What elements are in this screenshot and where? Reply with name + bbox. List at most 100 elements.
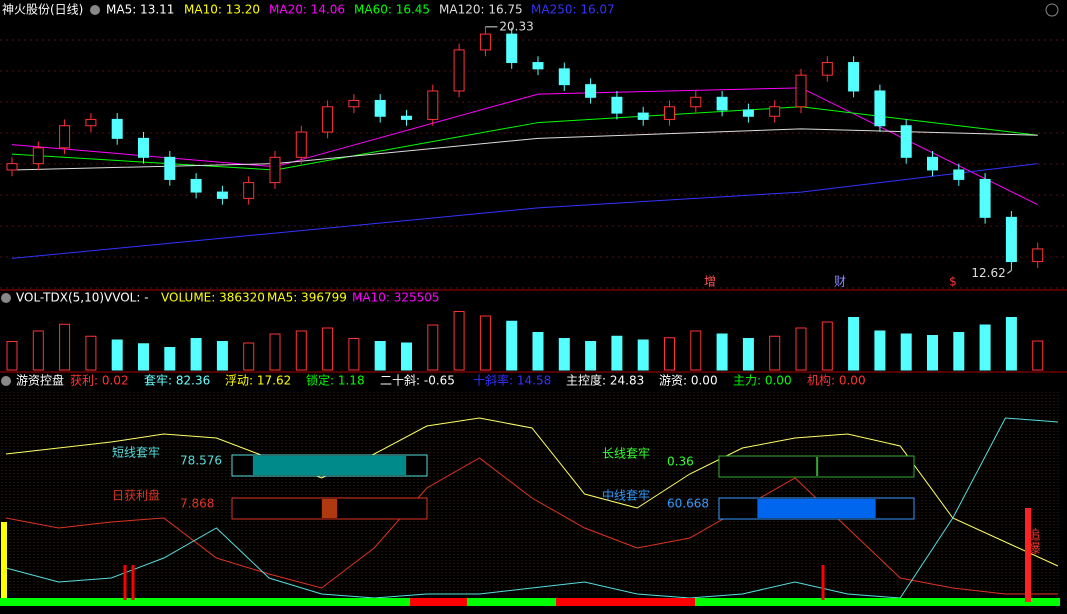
candle-body [953, 169, 965, 180]
volume-bar [953, 332, 965, 371]
volume-bar [690, 330, 702, 371]
header-value: VOLUME: 386320 [161, 291, 265, 305]
low-label: 12.62 [971, 266, 1005, 280]
candle-body [269, 156, 281, 184]
box-label: 日获利盘 [112, 488, 160, 503]
event-marker: 增 [704, 275, 716, 289]
candle-body [85, 118, 97, 127]
volume-bar [1032, 340, 1044, 371]
volume-bar [427, 324, 439, 371]
candle-body [900, 125, 912, 158]
volume-bar [479, 315, 491, 371]
volume-bar [611, 335, 623, 371]
box-value: 60.668 [667, 497, 709, 511]
candle-body [479, 33, 491, 51]
candle-body [795, 74, 807, 108]
candle-body [453, 49, 465, 92]
candle-body [322, 106, 334, 133]
event-marker: $ [949, 275, 957, 289]
event-marker: 财 [834, 275, 846, 289]
header-value: 套牢: 82.36 [144, 373, 210, 388]
indicator-line [5, 417, 1059, 599]
volume-bar [874, 330, 886, 371]
box-value: 7.868 [180, 497, 214, 511]
candle-body [979, 178, 991, 218]
box-fill [757, 499, 876, 518]
header-value: MA10: 13.20 [184, 3, 260, 17]
volume-bar [348, 338, 360, 371]
header-value: 锁定: 1.18 [306, 373, 365, 388]
volume-bar [295, 330, 307, 371]
box-label: 长线套牢 [602, 446, 650, 461]
candle-body [848, 62, 860, 92]
volume-bar [927, 335, 938, 371]
signal [1025, 508, 1031, 602]
header-value: 机构: 0.00 [807, 373, 866, 388]
menu-icon[interactable] [1, 293, 11, 303]
volume-bar [243, 342, 255, 371]
volume-bar [900, 333, 912, 371]
indicator-line [5, 417, 1059, 567]
volume-bar [32, 330, 44, 371]
volume-bar [1005, 317, 1017, 371]
box-value: 0.36 [667, 455, 694, 469]
candle-body [742, 109, 754, 117]
volume-bar [716, 333, 728, 371]
volume-bar [138, 343, 149, 371]
candle-body [585, 84, 597, 98]
candle-body [1032, 248, 1044, 263]
status-strip [695, 598, 1060, 606]
header-value: MA60: 16.45 [354, 3, 430, 17]
volume-bar [821, 321, 833, 371]
volume-bar [795, 327, 807, 371]
candle-body [690, 96, 702, 108]
header-value: VVOL: - [104, 291, 149, 305]
box-label: 中线套牢 [602, 488, 650, 503]
volume-title: VOL-TDX(5,10) [16, 291, 104, 305]
header-value: 十斜率: 14.58 [473, 373, 551, 388]
stock-name: 神火股份(日线) [2, 3, 83, 17]
box-fill [321, 499, 338, 518]
candle-body [1005, 216, 1017, 263]
volume-bar [85, 335, 97, 371]
candle-body [821, 62, 833, 76]
header-value: 主力: 0.00 [733, 374, 792, 388]
candle-body [216, 191, 228, 199]
volume-bar [6, 341, 18, 371]
menu-icon[interactable] [1, 376, 11, 386]
volume-bar [769, 335, 781, 371]
volume-bar [506, 320, 518, 371]
pointer [1007, 270, 1012, 274]
menu-icon[interactable] [90, 5, 100, 15]
candle-body [637, 112, 649, 120]
candle-body [59, 125, 71, 149]
status-strip [556, 598, 695, 606]
candle-body [927, 156, 938, 171]
volume-bar [532, 332, 544, 371]
volume-bar [637, 339, 649, 371]
volume-bar [216, 341, 228, 371]
volume-bar [190, 338, 202, 371]
header-value: MA5: 13.11 [106, 3, 174, 17]
header-value: MA120: 16.75 [439, 3, 523, 17]
ma-line [11, 163, 1038, 259]
signal [1, 522, 7, 598]
candle-body [874, 90, 886, 127]
candle-body [769, 106, 781, 117]
header-value: MA5: 396799 [267, 291, 347, 305]
box-label: 短线套牢 [112, 445, 160, 460]
candle-body [401, 115, 412, 120]
volume-bar [164, 347, 176, 371]
indicator-line [5, 457, 1058, 595]
candle-body [611, 96, 623, 114]
box-fill [816, 457, 819, 476]
volume-bar [979, 324, 991, 371]
header-value: 获利: 0.02 [70, 374, 129, 388]
volume-bar [742, 338, 754, 371]
volume-bar [269, 333, 281, 371]
status-strip [467, 598, 556, 606]
collapse-button[interactable] [1045, 3, 1059, 17]
status-strip [410, 598, 467, 606]
candle-body [295, 131, 307, 158]
